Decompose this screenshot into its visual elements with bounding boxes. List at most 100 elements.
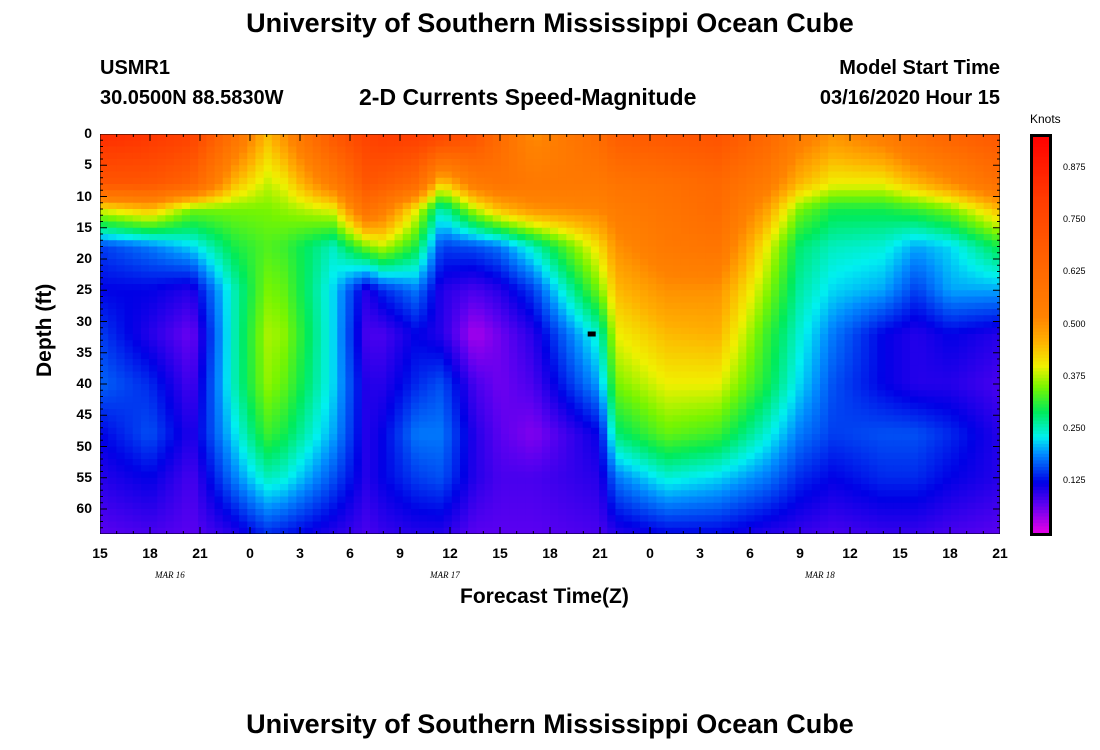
heatmap-cell (525, 271, 535, 279)
heatmap-cell (648, 252, 657, 260)
heatmap-cell (828, 252, 837, 260)
heatmap-cell (181, 365, 191, 373)
heatmap-cell (877, 352, 887, 360)
heatmap-cell (599, 209, 608, 216)
heatmap-cell (746, 159, 756, 166)
heatmap-cell (828, 277, 837, 285)
heatmap-cell (721, 309, 731, 316)
heatmap-cell (239, 334, 248, 341)
heatmap-cell (942, 284, 952, 291)
heatmap-cell (435, 215, 445, 223)
heatmap-cell (296, 346, 306, 354)
heatmap-cell (795, 246, 805, 254)
heatmap-cell (713, 190, 723, 198)
heatmap-cell (901, 352, 911, 360)
heatmap-cell (517, 340, 527, 348)
heatmap-cell (975, 396, 985, 404)
heatmap-cell (623, 277, 633, 285)
heatmap-cell (132, 396, 142, 404)
heatmap-cell (288, 402, 297, 410)
heatmap-cell (770, 321, 780, 329)
heatmap-cell (271, 302, 281, 310)
heatmap-cell (124, 190, 134, 198)
heatmap-cell (173, 215, 183, 223)
heatmap-cell (991, 296, 1000, 304)
heatmap-cell (820, 321, 829, 329)
heatmap-cell (108, 340, 117, 348)
heatmap-cell (967, 290, 977, 298)
heatmap-cell (942, 340, 952, 348)
heatmap-cell (910, 221, 919, 229)
heatmap-cell (280, 190, 289, 198)
heatmap-cell (730, 240, 739, 248)
heatmap-cell (656, 152, 666, 160)
heatmap-cell (247, 227, 257, 235)
heatmap-cell (934, 352, 944, 360)
heatmap-cell (320, 184, 330, 191)
heatmap-cell (607, 309, 617, 316)
heatmap-cell (329, 271, 338, 279)
heatmap-cell (721, 159, 731, 166)
heatmap-cell (631, 134, 641, 141)
heatmap-cell (206, 415, 216, 423)
heatmap-cell (860, 321, 870, 329)
heatmap-cell (779, 152, 788, 160)
heatmap-cell (975, 371, 985, 379)
heatmap-cell (500, 184, 510, 191)
heatmap-cell (672, 346, 682, 354)
heatmap-cell (680, 384, 690, 391)
heatmap-cell (615, 402, 625, 410)
heatmap-cell (525, 259, 535, 266)
heatmap-cell (697, 190, 707, 198)
heatmap-cell (926, 359, 936, 366)
heatmap-cell (754, 371, 764, 379)
heatmap-cell (525, 165, 535, 173)
heatmap-cell (378, 209, 387, 216)
heatmap-cell (460, 240, 469, 248)
heatmap-cell (132, 234, 142, 241)
heatmap-cell (509, 271, 518, 279)
heatmap-cell (100, 190, 109, 198)
heatmap-cell (926, 271, 936, 279)
heatmap-cell (116, 371, 126, 379)
heatmap-cell (918, 215, 927, 223)
heatmap-cell (230, 146, 240, 154)
heatmap-cell (386, 359, 396, 366)
heatmap-cell (558, 134, 567, 141)
heatmap-cell (460, 227, 469, 235)
heatmap-cell (271, 290, 281, 298)
heatmap-cell (590, 227, 600, 235)
heatmap-cell (157, 346, 167, 354)
heatmap-cell (877, 346, 887, 354)
heatmap-cell (541, 359, 551, 366)
heatmap-cell (525, 340, 535, 348)
heatmap-cell (370, 371, 379, 379)
heatmap-cell (640, 384, 649, 391)
heatmap-cell (427, 196, 437, 204)
heatmap-cell (991, 265, 1000, 273)
heatmap-cell (607, 159, 617, 166)
heatmap-cell (820, 377, 829, 385)
heatmap-cell (361, 177, 371, 185)
heatmap-cell (132, 140, 142, 148)
heatmap-cell (640, 377, 649, 385)
heatmap-cell (648, 290, 657, 298)
heatmap-cell (697, 396, 707, 404)
heatmap-cell (787, 190, 797, 198)
heatmap-cell (484, 371, 494, 379)
heatmap-cell (836, 402, 846, 410)
heatmap-cell (631, 371, 641, 379)
heatmap-cell (787, 202, 797, 210)
heatmap-cell (337, 234, 347, 241)
heatmap-cell (198, 377, 207, 385)
heatmap-cell (190, 309, 199, 316)
heatmap-cell (860, 134, 870, 141)
heatmap-cell (476, 352, 486, 360)
heatmap-cell (713, 384, 723, 391)
heatmap-cell (574, 315, 584, 323)
heatmap-cell (869, 227, 878, 235)
heatmap-cell (140, 146, 150, 154)
heatmap-cell (288, 359, 297, 366)
heatmap-cell (320, 327, 330, 335)
heatmap-cell (664, 346, 674, 354)
